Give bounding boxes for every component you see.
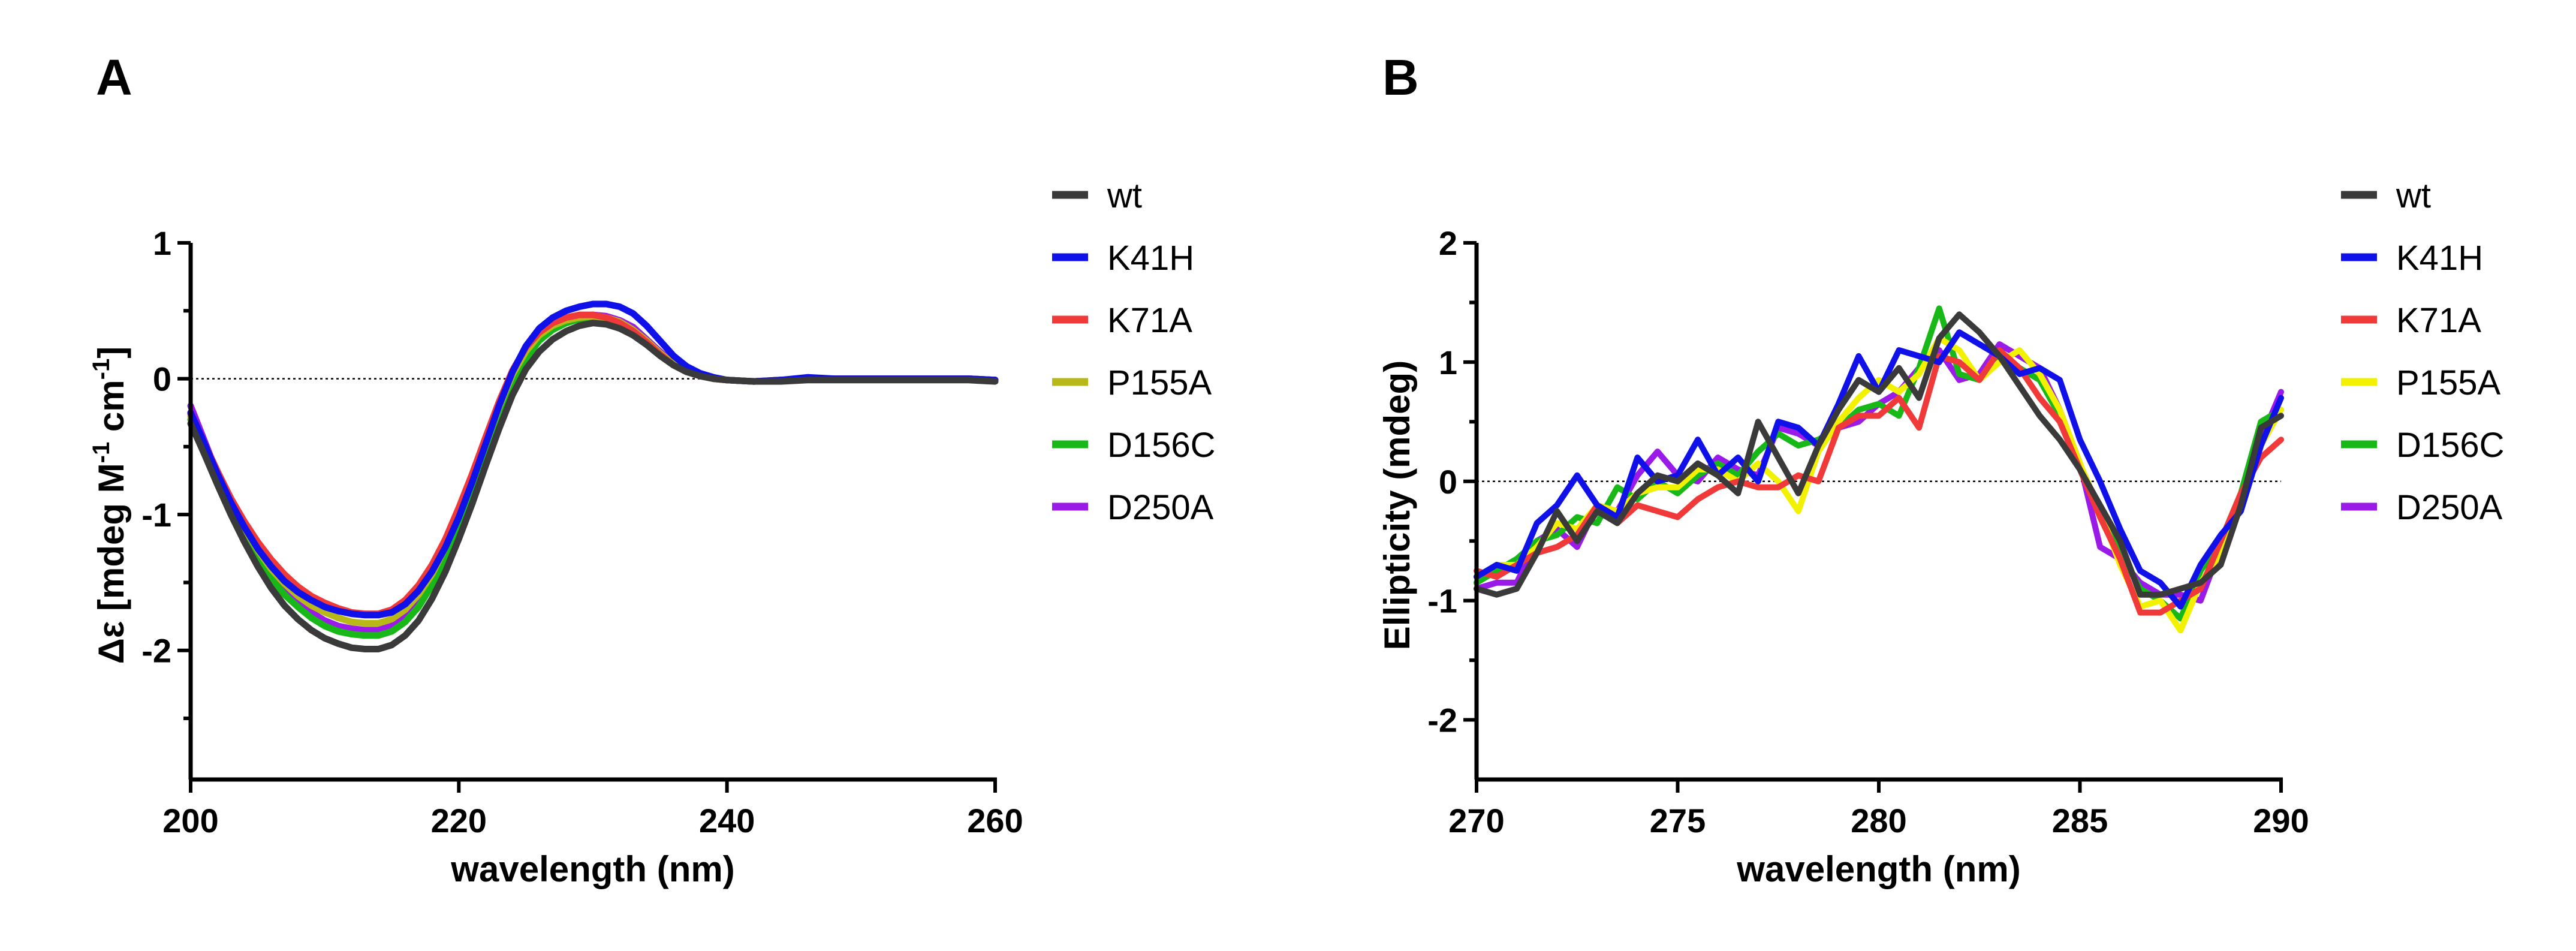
panel-b-y-tick-label: 1	[1439, 344, 1457, 381]
panel-b-x-tick-label: 280	[1851, 802, 1906, 839]
panel-b-x-tick-label: 290	[2253, 802, 2309, 839]
panel-b-legend-label-p155a: P155A	[2396, 363, 2500, 402]
panel-b-y-tick-label: 2	[1439, 224, 1457, 262]
panel-a-y-tick-label: -1	[141, 496, 171, 534]
panel-b-series-p155a	[1474, 335, 2284, 634]
panel-b-legend-label-wt: wt	[2396, 176, 2431, 215]
panel-b-x-axis-title: wavelength (nm)	[1736, 849, 2020, 889]
panel-b-y-tick-label: -1	[1427, 582, 1457, 620]
panel-a-legend-label-d156c: D156C	[1107, 426, 1216, 465]
panel-b-x-tick-label: 275	[1650, 802, 1706, 839]
panel-a-chart: 1 0 -1 -2 200 220 240 260 wavelength (nm) Δε [mde…	[88, 176, 1216, 889]
panel-b-legend-label-k41h: K41H	[2396, 239, 2483, 278]
panel-a-y-tick-label: 0	[153, 360, 171, 398]
panel-b-x-tick-label: 285	[2052, 802, 2108, 839]
panel-b-legend-label-d156c: D156C	[2396, 426, 2505, 465]
panel-b-y-axis-title: Ellipticity (mdeg)	[1377, 360, 1417, 650]
panel-a-x-tick-label: 240	[699, 802, 755, 839]
panel-a-x-tick-label: 200	[162, 802, 218, 839]
panel-a-legend-label-d250a: D250A	[1107, 488, 1214, 527]
panel-a-legend-label-wt: wt	[1107, 176, 1142, 215]
panel-a-legend-label-p155a: P155A	[1107, 363, 1212, 402]
panel-a-x-tick-label: 260	[967, 802, 1023, 839]
panel-a-y-axis-title: Δε [mdeg M-1 cm-1]	[88, 347, 131, 664]
panel-b-y-tick-label: 0	[1439, 463, 1457, 501]
panel-label-b: B	[1382, 49, 1419, 106]
panel-label-a: A	[96, 49, 132, 106]
panel-a-y-tick-label: -2	[141, 632, 171, 670]
panel-b-series-wt	[1474, 311, 2284, 598]
panel-b-y-tick-label: -2	[1427, 702, 1457, 739]
panel-a-legend-label-k41h: K41H	[1107, 239, 1194, 278]
panel-a-x-tick-label: 220	[431, 802, 487, 839]
panel-b-legend-label-d250a: D250A	[2396, 488, 2503, 527]
panel-b-chart: 2 1 0 -1 -2 270 275 280 285 290 wavelength (nm) Ell…	[1377, 176, 2505, 889]
panel-b-x-tick-label: 270	[1448, 802, 1504, 839]
panel-a-legend-label-k71a: K71A	[1107, 301, 1192, 340]
panel-a-series-wt	[187, 320, 999, 652]
panel-a-x-axis-title: wavelength (nm)	[450, 849, 734, 889]
panel-b-legend-label-k71a: K71A	[2396, 301, 2481, 340]
panel-a-y-tick-label: 1	[153, 224, 171, 262]
